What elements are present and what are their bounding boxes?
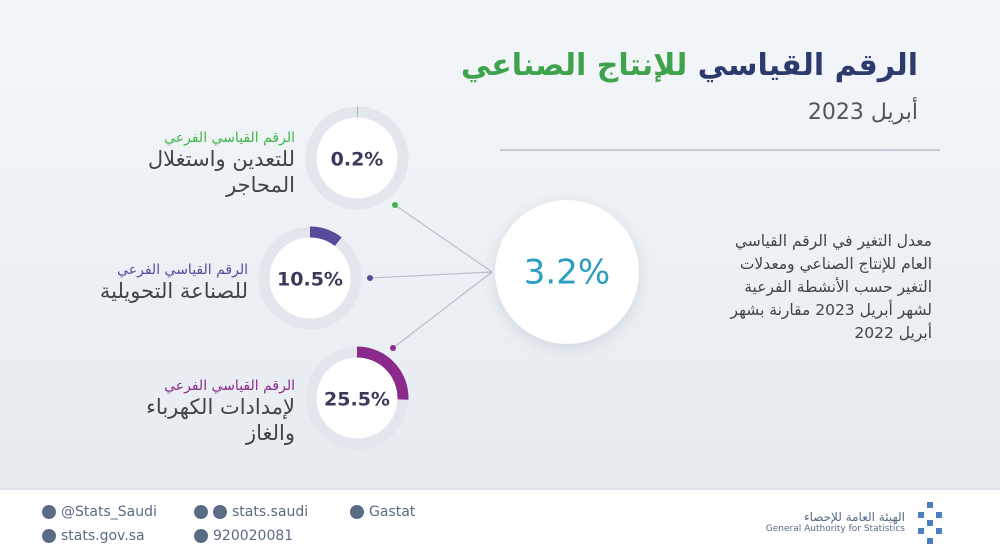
index-kicker: الرقم القياسي الفرعي <box>117 262 248 278</box>
title-part: الرقم القياسي <box>697 48 918 83</box>
index-name: للتعدين واستغلال المحاجر <box>147 147 295 197</box>
website: stats.gov.sa <box>42 528 145 544</box>
ring-label: 10.5% <box>277 269 343 291</box>
logo <box>918 502 942 544</box>
twitter: @Stats_Saudi <box>42 504 157 520</box>
overall-circle <box>495 200 639 344</box>
ring-arc <box>305 346 409 450</box>
linkedin: Gastat <box>350 504 415 520</box>
social: stats.saudi <box>194 504 308 520</box>
ring-label: 25.5% <box>324 389 390 411</box>
index-kicker: الرقم القياسي الفرعي <box>164 378 295 394</box>
org-ar: الهيئة العامة للإحصاء <box>803 510 905 524</box>
social-handle: stats.saudi <box>232 504 309 520</box>
ring-label: 0.2% <box>331 149 384 171</box>
connector-dot <box>392 202 398 208</box>
org-en: General Authority for Statistics <box>765 524 905 534</box>
index-name: لإمدادات الكهرباء والغاز <box>146 395 295 445</box>
linkedin-handle: Gastat <box>369 504 416 520</box>
connector-dot <box>367 275 373 281</box>
index-name: للصناعة التحويلية <box>99 279 248 303</box>
overall-value: 3.2% <box>524 253 610 293</box>
org: الهيئة العامة للإحصاء General Authority … <box>766 510 905 534</box>
title-part: للإنتاج الصناعي <box>460 48 688 83</box>
index-text: الرقم القياسي الفرعي للتعدين واستغلال الم… <box>105 130 295 198</box>
index-text: الرقم القياسي الفرعي لإمدادات الكهرباء وا… <box>105 378 295 446</box>
description: معدل التغير في الرقم القياسي العام للإنت… <box>730 232 932 342</box>
title: الرقم القياسي للإنتاج الصناعي <box>461 48 918 83</box>
ring-arc <box>305 106 409 210</box>
phone: 920020081 <box>194 528 293 544</box>
ring-arc <box>258 226 362 330</box>
index-kicker: الرقم القياسي الفرعي <box>164 130 295 146</box>
date: أبريل 2023 <box>807 100 918 125</box>
graphics: 3.2% 0.2% 10.5% 25.5% <box>258 106 940 450</box>
footer: @Stats_Saudi stats.gov.sa stats.saudi 92… <box>0 488 1000 558</box>
index-text: الرقم القياسي الفرعي للصناعة التحويلية <box>58 262 248 304</box>
website-url: stats.gov.sa <box>61 528 145 544</box>
connector-dot <box>390 345 396 351</box>
twitter-handle: @Stats_Saudi <box>61 504 157 520</box>
connectors <box>369 204 493 349</box>
phone-number: 920020081 <box>213 528 294 544</box>
